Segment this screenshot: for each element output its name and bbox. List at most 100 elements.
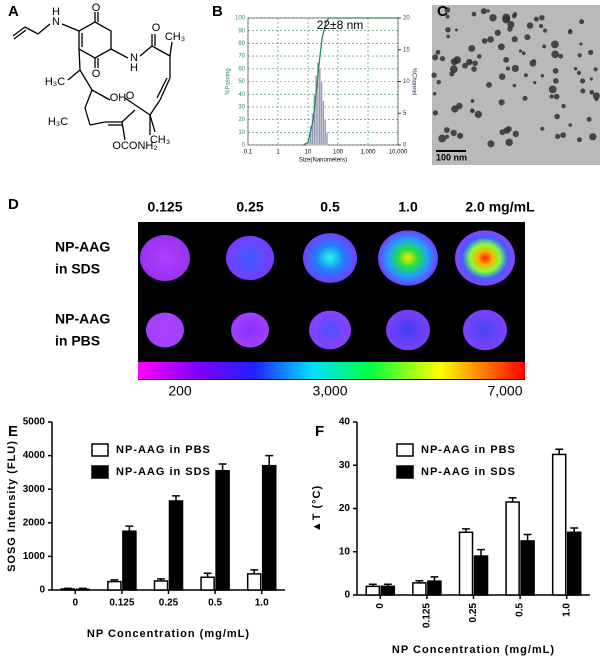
x-tick-label: 0.125	[422, 603, 433, 628]
particle	[497, 43, 505, 51]
bar	[153, 580, 169, 591]
structure-skeleton	[12, 12, 173, 141]
y2-tick-label: 15	[403, 47, 410, 53]
atom-label: CH₃	[150, 134, 170, 146]
particle	[487, 140, 495, 148]
y-tick-label: 0	[39, 585, 45, 596]
particle	[507, 26, 513, 32]
particle	[523, 73, 528, 78]
particle	[543, 28, 548, 33]
particle	[576, 70, 582, 75]
x-tick-label: 0.5	[515, 603, 526, 617]
atom-label: OH	[110, 92, 127, 104]
y-axis-label: %Passing	[226, 68, 232, 95]
particle	[522, 95, 528, 101]
atom-label: N	[130, 52, 138, 64]
atom-label: O	[92, 68, 101, 80]
concentration-label: 0.25	[236, 199, 263, 215]
particle	[542, 44, 547, 49]
y2-tick-label: 20	[403, 16, 410, 22]
error-bar	[172, 495, 180, 501]
y2-tick-label: 0	[403, 143, 407, 149]
y-tick-label: 80	[238, 41, 245, 47]
particle	[533, 16, 539, 22]
y-tick-label: 3000	[23, 484, 46, 495]
y-tick-label: 4000	[23, 450, 46, 461]
particle	[552, 67, 559, 74]
particle	[472, 60, 478, 67]
particle	[462, 62, 468, 69]
particle	[487, 36, 494, 43]
x-tick-label: 1.0	[561, 603, 572, 617]
particle	[432, 110, 439, 116]
error-bar	[250, 569, 259, 574]
particle	[589, 133, 597, 141]
x-axis-label: NP Concentration (mg/mL)	[392, 644, 555, 656]
particle	[486, 81, 492, 88]
concentration-label: 1.0	[398, 199, 418, 215]
particle	[539, 14, 545, 21]
particle	[594, 97, 599, 102]
particle	[481, 38, 488, 44]
particle	[518, 49, 523, 53]
error-bar	[78, 587, 87, 590]
particle	[454, 28, 458, 32]
histogram-bar	[325, 132, 329, 146]
y-tick-label: 50	[238, 79, 245, 85]
particle	[567, 29, 573, 35]
particle	[446, 34, 450, 39]
particle	[511, 36, 518, 43]
panel-label: F	[315, 423, 324, 440]
y2-tick-label: 5	[403, 111, 407, 117]
fluorescence-spot	[378, 230, 438, 286]
concentration-label: 0.125	[147, 199, 182, 215]
concentration-label: 2.0 mg/mL	[465, 199, 535, 215]
x-tick-label: 100	[333, 150, 344, 156]
particle	[470, 99, 475, 103]
particle	[555, 133, 561, 140]
particle	[498, 73, 506, 80]
particle	[579, 42, 583, 46]
fluorescence-spot	[455, 230, 515, 286]
y-tick-label: 40	[339, 417, 351, 428]
particle	[494, 29, 501, 36]
particle	[551, 50, 559, 59]
particle	[469, 60, 473, 64]
particle	[521, 51, 526, 56]
error-bar	[523, 533, 532, 541]
particle	[540, 74, 545, 78]
particle	[512, 130, 520, 138]
panel-label: A	[8, 3, 19, 20]
legend-label: NP-AAG in SDS	[421, 466, 516, 478]
atom-label: H₃C	[48, 116, 68, 128]
particle	[532, 59, 536, 63]
bar	[365, 585, 381, 596]
particle	[431, 72, 437, 78]
particle	[553, 78, 559, 84]
particle	[505, 66, 511, 71]
atom-label: H	[52, 6, 60, 18]
fluorescence-spot	[231, 312, 269, 348]
fluorescence-spot	[226, 235, 274, 281]
y-tick-label: 10	[339, 546, 351, 557]
y2-tick-label: 10	[403, 79, 410, 85]
row-label: NP-AAG	[55, 311, 110, 327]
error-bar	[63, 587, 72, 590]
y-tick-label: 100	[235, 16, 246, 22]
error-bar	[555, 448, 564, 455]
y-tick-label: 0	[242, 143, 246, 149]
legend-swatch	[91, 465, 109, 479]
legend-swatch	[91, 443, 109, 457]
cumulative-line	[303, 17, 398, 146]
particle	[471, 66, 477, 72]
particle	[580, 88, 586, 94]
bar	[122, 530, 137, 591]
legend-label: NP-AAG in SDS	[116, 466, 211, 478]
x-tick-label: 0.1	[244, 150, 253, 156]
particle	[548, 85, 557, 94]
particle	[445, 14, 450, 19]
colorbar-label: 3,000	[312, 383, 347, 399]
fluorescence-spot	[140, 235, 190, 281]
particle	[436, 79, 441, 85]
